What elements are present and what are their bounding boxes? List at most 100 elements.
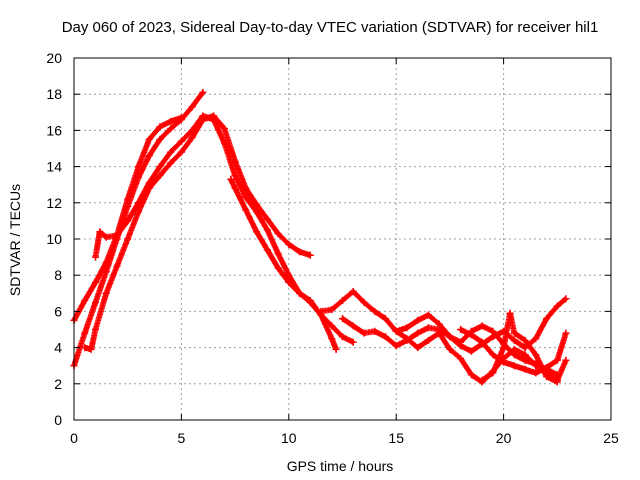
data-point xyxy=(167,125,175,133)
data-point xyxy=(467,347,475,355)
data-point xyxy=(489,327,497,335)
data-point xyxy=(500,344,508,352)
data-point xyxy=(124,217,132,225)
data-point xyxy=(199,112,207,120)
data-point xyxy=(167,159,175,167)
data-point xyxy=(167,148,175,156)
data-point xyxy=(510,329,518,337)
data-point xyxy=(242,193,250,201)
data-point xyxy=(500,358,508,366)
data-point xyxy=(113,262,121,270)
data-point xyxy=(414,316,422,324)
data-point xyxy=(349,288,357,295)
data-point xyxy=(349,322,357,330)
data-point xyxy=(274,230,282,238)
data-point xyxy=(167,117,175,125)
data-point xyxy=(145,179,153,187)
data-point xyxy=(81,297,89,304)
data-point xyxy=(446,333,454,341)
data-point xyxy=(220,139,228,147)
data-point xyxy=(285,278,293,286)
data-point xyxy=(156,135,164,143)
data-point xyxy=(506,309,514,317)
x-tick-label: 20 xyxy=(496,430,512,446)
data-point xyxy=(296,248,303,256)
data-point xyxy=(392,327,400,335)
data-point xyxy=(521,351,529,359)
data-point xyxy=(134,163,142,171)
data-point xyxy=(188,103,196,111)
ticks: 0 5 10 15 20 25 0 2 4 6 8 10 12 14 16 18 20 xyxy=(46,50,619,446)
y-tick-label: 14 xyxy=(46,159,62,175)
data-point xyxy=(489,351,497,359)
series-sat-track-10 xyxy=(478,309,561,386)
data-point xyxy=(371,327,379,335)
data-point xyxy=(102,233,110,241)
x-tick-label: 10 xyxy=(281,430,297,446)
data-point xyxy=(102,259,110,266)
data-point xyxy=(332,345,340,353)
y-tick-label: 18 xyxy=(46,86,62,102)
data-point xyxy=(339,297,346,304)
data-point xyxy=(328,335,336,343)
data-point xyxy=(124,195,132,203)
x-tick-label: 15 xyxy=(388,430,404,446)
data-point xyxy=(510,345,518,353)
data-point xyxy=(553,378,561,386)
y-tick-label: 2 xyxy=(54,376,62,392)
y-tick-label: 16 xyxy=(46,122,62,138)
data-point xyxy=(306,297,314,304)
data-point xyxy=(328,306,336,314)
data-point xyxy=(489,369,497,377)
data-point xyxy=(424,324,432,332)
data-point xyxy=(156,172,164,180)
data-point xyxy=(382,333,389,341)
data-point xyxy=(134,199,142,207)
data-point xyxy=(339,315,346,323)
data-point xyxy=(403,335,411,343)
data-point xyxy=(457,355,465,362)
data-point xyxy=(242,206,250,214)
data-point xyxy=(532,351,540,359)
data-point xyxy=(562,295,570,303)
chart-title: Day 060 of 2023, Sidereal Day-to-day VTE… xyxy=(62,19,599,36)
data-point xyxy=(227,175,235,183)
data-point xyxy=(177,114,185,122)
data-point xyxy=(145,135,153,143)
data-point xyxy=(562,356,570,364)
data-point xyxy=(145,152,153,160)
grid xyxy=(74,58,611,420)
data-point xyxy=(467,371,475,379)
data-point xyxy=(457,338,465,346)
data-point xyxy=(253,201,261,209)
data-point xyxy=(371,307,379,315)
data-point xyxy=(96,228,104,236)
y-axis-label: SDTVAR / TECUs xyxy=(7,184,23,296)
data-point xyxy=(543,315,551,323)
data-point xyxy=(403,324,411,332)
y-tick-label: 4 xyxy=(54,340,62,356)
data-point xyxy=(521,365,529,373)
x-tick-label: 25 xyxy=(603,430,619,446)
data-point xyxy=(510,336,518,344)
data-point xyxy=(296,289,303,297)
series-sat-track-5 xyxy=(227,175,340,353)
data-point xyxy=(349,338,357,346)
y-tick-label: 8 xyxy=(54,267,62,283)
y-tick-label: 0 xyxy=(54,412,62,428)
y-tick-label: 10 xyxy=(46,231,62,247)
data-layer xyxy=(70,88,570,386)
data-point xyxy=(435,329,443,337)
data-point xyxy=(339,333,346,341)
data-point xyxy=(306,251,314,259)
data-point xyxy=(274,264,282,272)
data-point xyxy=(199,88,207,96)
data-point xyxy=(263,246,271,254)
data-point xyxy=(457,326,465,333)
data-point xyxy=(553,356,561,364)
data-point xyxy=(124,235,132,243)
data-point xyxy=(81,329,89,337)
data-point xyxy=(360,329,368,337)
y-tick-label: 20 xyxy=(46,50,62,66)
